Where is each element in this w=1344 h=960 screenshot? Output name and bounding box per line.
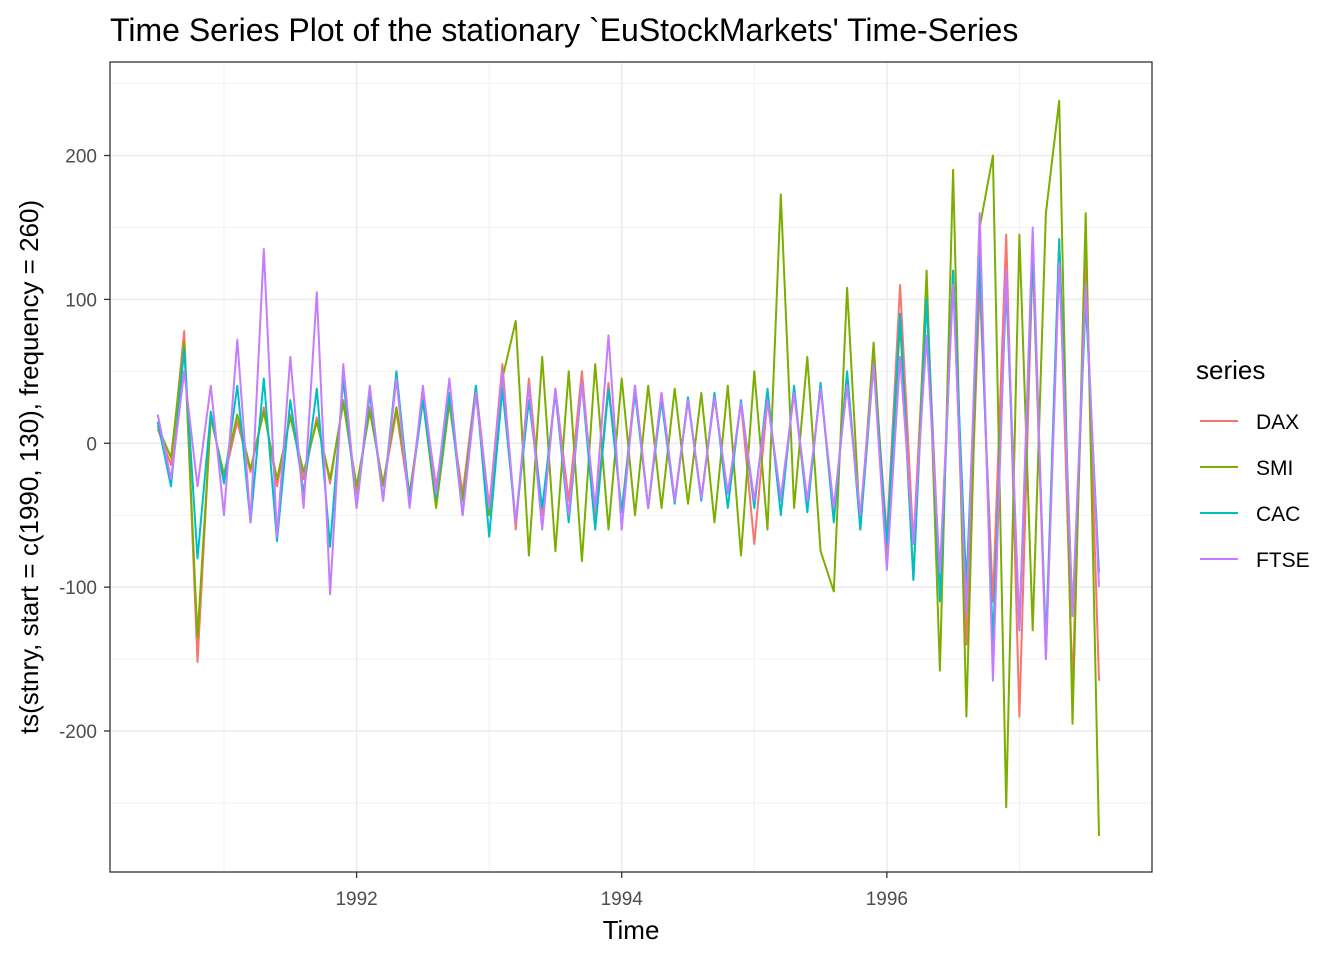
x-tick-label: 1994 <box>601 889 644 910</box>
y-tick-label: -100 <box>59 578 97 599</box>
y-tick-label: 0 <box>86 434 97 455</box>
legend: series DAX SMI CAC FTSE <box>1196 355 1310 572</box>
series-lines <box>156 99 1100 837</box>
x-tick-label: 1996 <box>866 889 908 910</box>
series-line-ftse <box>156 212 1100 682</box>
legend-label-cac: CAC <box>1256 503 1300 526</box>
legend-label-ftse: FTSE <box>1256 549 1310 572</box>
x-tick-label: 1992 <box>335 889 377 910</box>
y-tick-label: 100 <box>65 290 97 311</box>
legend-title: series <box>1196 355 1265 385</box>
x-axis-title: Time <box>603 915 660 945</box>
y-tick-label: 200 <box>65 147 97 168</box>
chart-title: Time Series Plot of the stationary `EuSt… <box>110 12 1018 48</box>
y-tick-label: -200 <box>59 722 97 743</box>
legend-label-dax: DAX <box>1256 411 1299 434</box>
panel-border <box>109 61 1153 873</box>
y-axis-title: ts(stnry, start = c(1990, 130), frequenc… <box>14 200 44 734</box>
axes: 1992 1994 1996 200 100 0 -100 -200 <box>59 147 908 910</box>
legend-label-smi: SMI <box>1256 457 1293 480</box>
